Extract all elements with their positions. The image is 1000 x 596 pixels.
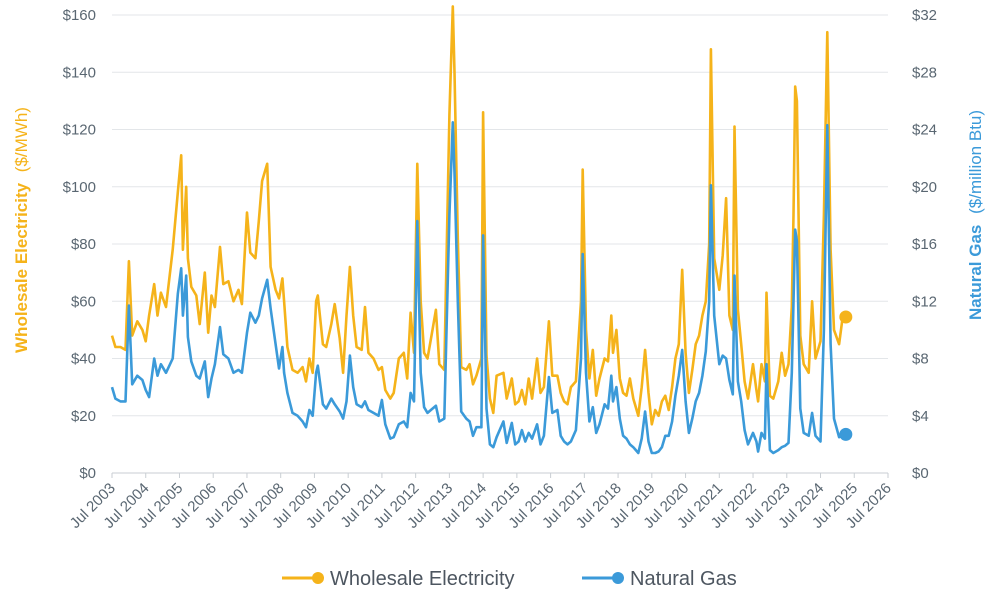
legend-label-electricity: Wholesale Electricity	[330, 568, 515, 590]
left-tick-label: $160	[63, 7, 96, 24]
gas-end-marker	[839, 427, 853, 441]
right-tick-label: $16	[912, 236, 937, 253]
electricity-end-marker	[839, 310, 853, 324]
left-tick-label: $0	[79, 465, 96, 482]
electricity-series-line	[110, 5, 847, 426]
right-tick-label: $28	[912, 64, 937, 81]
right-tick-label: $20	[912, 179, 937, 196]
gas-series-line	[110, 121, 847, 455]
right-axis-title-main: Natural Gas	[966, 225, 985, 320]
left-tick-label: $140	[63, 64, 96, 81]
left-tick-label: $40	[71, 351, 96, 368]
right-tick-label: $4	[912, 408, 929, 425]
legend-marker-electricity	[312, 572, 324, 584]
legend-item-gas[interactable]: Natural Gas	[582, 568, 737, 590]
right-tick-label: $0	[912, 465, 929, 482]
right-axis-title-unit: ($/million Btu)	[966, 110, 985, 214]
legend-marker-gas	[612, 572, 624, 584]
left-axis-title-main: Wholesale Electricity	[12, 182, 31, 353]
gridlines	[112, 14, 888, 474]
left-tick-label: $20	[71, 408, 96, 425]
left-tick-label: $100	[63, 179, 96, 196]
legend-label-gas: Natural Gas	[630, 568, 737, 590]
legend: Wholesale Electricity Natural Gas	[282, 568, 737, 590]
left-axis-title: Wholesale Electricity ($/MWh)	[12, 107, 31, 353]
legend-item-electricity[interactable]: Wholesale Electricity	[282, 568, 515, 590]
left-axis-title-unit: ($/MWh)	[12, 107, 31, 172]
left-axis-ticks: $0 $20 $40 $60 $80 $100 $120 $140 $160	[63, 7, 96, 482]
right-tick-label: $24	[912, 122, 937, 139]
right-axis-ticks: $0 $4 $8 $12 $16 $20 $24 $28 $32	[912, 7, 937, 482]
left-tick-label: $60	[71, 293, 96, 310]
series-layer	[110, 5, 853, 455]
right-tick-label: $32	[912, 7, 937, 24]
left-tick-label: $80	[71, 236, 96, 253]
right-tick-label: $12	[912, 293, 937, 310]
left-tick-label: $120	[63, 122, 96, 139]
right-axis-title: Natural Gas ($/million Btu)	[966, 110, 985, 320]
right-tick-label: $8	[912, 351, 929, 368]
